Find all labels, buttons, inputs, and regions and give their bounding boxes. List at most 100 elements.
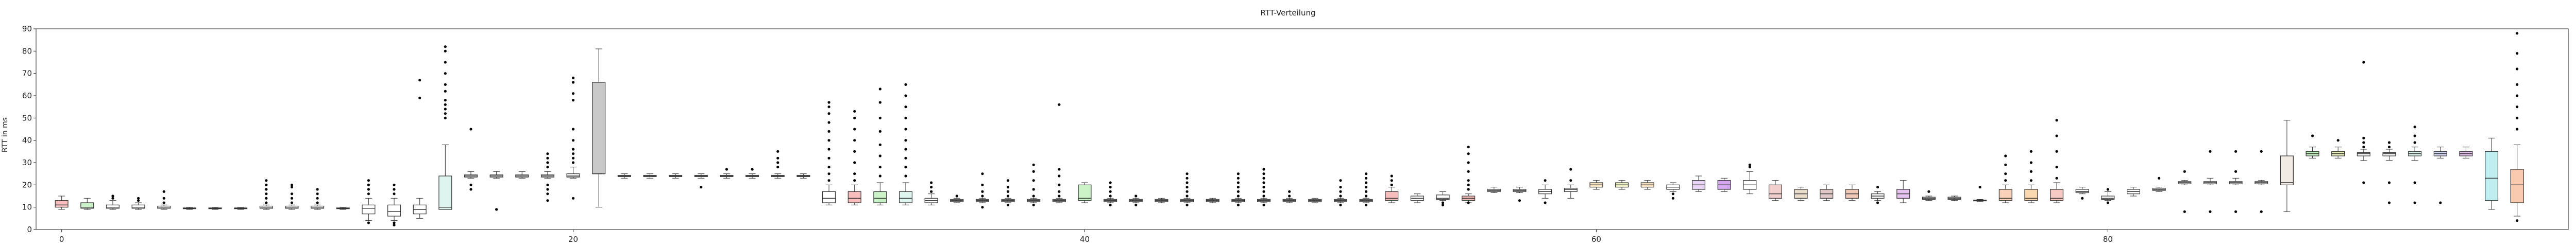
outlier-point bbox=[878, 166, 882, 169]
box-group bbox=[2126, 187, 2141, 197]
outlier-point bbox=[1185, 172, 1189, 175]
outlier-point bbox=[1467, 201, 1470, 204]
outlier-point bbox=[1441, 201, 1445, 204]
outlier-point bbox=[444, 116, 447, 119]
outlier-point bbox=[2362, 61, 2365, 64]
box-group bbox=[1206, 198, 1219, 203]
outlier-point bbox=[1390, 183, 1393, 186]
outlier-point bbox=[2516, 105, 2519, 109]
outlier-point bbox=[2029, 179, 2033, 182]
outlier-point bbox=[444, 61, 447, 64]
outlier-point bbox=[1109, 190, 1112, 193]
box-group bbox=[2485, 137, 2499, 210]
box-group bbox=[617, 173, 631, 179]
outlier-point bbox=[2516, 67, 2519, 70]
outlier-point bbox=[827, 112, 831, 115]
outlier-point bbox=[1032, 170, 1035, 173]
box-group bbox=[1717, 178, 1731, 192]
outlier-point bbox=[2516, 94, 2519, 97]
box-group bbox=[106, 195, 120, 210]
outlier-point bbox=[1339, 203, 1342, 206]
box-group bbox=[2306, 134, 2319, 158]
box-iqr bbox=[2382, 152, 2396, 156]
outlier-point bbox=[1365, 195, 1368, 198]
outlier-point bbox=[930, 186, 933, 189]
outlier-point bbox=[111, 195, 114, 198]
outlier-point bbox=[1262, 195, 1265, 198]
outlier-point bbox=[1236, 177, 1240, 180]
outlier-point bbox=[1365, 203, 1368, 206]
outlier-point bbox=[1262, 186, 1265, 189]
outlier-point bbox=[367, 188, 370, 191]
box-group bbox=[592, 48, 606, 208]
outlier-point bbox=[316, 188, 319, 191]
outlier-point bbox=[878, 154, 882, 157]
outlier-point bbox=[2260, 210, 2263, 213]
outlier-point bbox=[444, 108, 447, 111]
outlier-point bbox=[393, 183, 396, 186]
box-group bbox=[848, 110, 861, 205]
outlier-point bbox=[1467, 188, 1470, 191]
outlier-point bbox=[571, 139, 575, 142]
outlier-point bbox=[265, 179, 268, 182]
y-tick-label: 90 bbox=[22, 24, 32, 33]
box-group bbox=[1871, 186, 1885, 204]
outlier-point bbox=[1544, 201, 1547, 204]
outlier-point bbox=[2004, 154, 2007, 157]
box-iqr bbox=[2075, 189, 2089, 193]
outlier-point bbox=[981, 183, 984, 186]
outlier-point bbox=[444, 103, 447, 106]
box-group bbox=[285, 183, 299, 210]
outlier-point bbox=[571, 76, 575, 79]
outlier-point bbox=[2055, 134, 2058, 137]
outlier-point bbox=[469, 188, 472, 191]
outlier-point bbox=[904, 148, 907, 151]
outlier-point bbox=[290, 183, 294, 186]
outlier-point bbox=[546, 188, 549, 191]
outlier-point bbox=[2362, 141, 2365, 144]
outlier-point bbox=[853, 110, 856, 113]
box-iqr bbox=[2485, 151, 2499, 201]
outlier-point bbox=[1032, 195, 1035, 198]
outlier-point bbox=[546, 156, 549, 160]
outlier-point bbox=[2055, 150, 2058, 153]
outlier-point bbox=[827, 105, 831, 109]
box-group bbox=[1998, 154, 2012, 203]
outlier-point bbox=[393, 188, 396, 191]
box-group bbox=[2178, 170, 2192, 213]
outlier-point bbox=[981, 190, 984, 193]
outlier-point bbox=[265, 197, 268, 200]
y-tick-label: 60 bbox=[22, 91, 32, 100]
outlier-point bbox=[1467, 152, 1470, 155]
outlier-point bbox=[444, 112, 447, 115]
outlier-point bbox=[1109, 203, 1112, 206]
box-group bbox=[1180, 172, 1194, 206]
outlier-point bbox=[1185, 181, 1189, 184]
box-group bbox=[2255, 150, 2268, 213]
outlier-point bbox=[930, 181, 933, 184]
box-group bbox=[182, 207, 196, 210]
box-group bbox=[1640, 180, 1654, 190]
outlier-point bbox=[571, 161, 575, 164]
outlier-point bbox=[1365, 186, 1368, 189]
outlier-point bbox=[444, 83, 447, 86]
outlier-point bbox=[2183, 170, 2186, 173]
outlier-point bbox=[546, 166, 549, 169]
box-group bbox=[2050, 119, 2064, 203]
outlier-point bbox=[2234, 170, 2238, 173]
box-group bbox=[311, 188, 325, 210]
outlier-point bbox=[1185, 203, 1189, 206]
box-group bbox=[515, 171, 529, 179]
outlier-point bbox=[418, 79, 421, 82]
outlier-point bbox=[1544, 179, 1547, 182]
outlier-point bbox=[776, 161, 779, 164]
box-group bbox=[873, 87, 887, 205]
outlier-point bbox=[571, 92, 575, 95]
box-group bbox=[720, 168, 734, 179]
outlier-point bbox=[904, 83, 907, 86]
outlier-point bbox=[1236, 203, 1240, 206]
box-group bbox=[745, 168, 759, 179]
box-group bbox=[669, 173, 683, 179]
outlier-point bbox=[2029, 161, 2033, 164]
y-tick-label: 0 bbox=[27, 225, 32, 234]
